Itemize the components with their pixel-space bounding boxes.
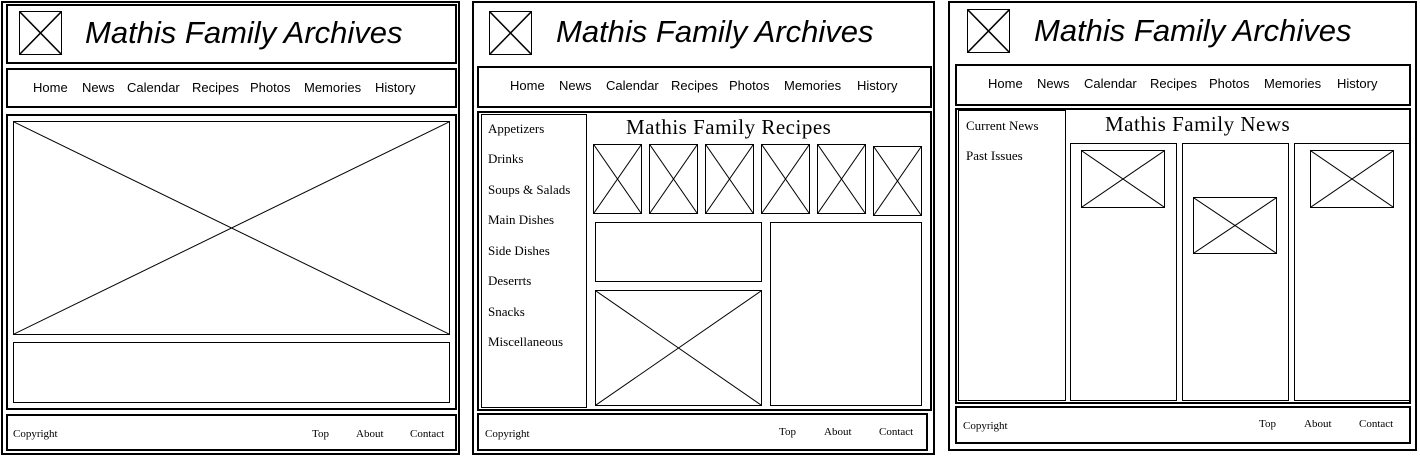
site-title: Mathis Family Archives [556,14,874,49]
nav-photos[interactable]: Photos [1209,76,1250,91]
recipe-thumbnail[interactable] [873,146,922,216]
nav-home[interactable]: Home [988,76,1023,91]
footer-about-link[interactable]: About [356,428,384,440]
recipe-thumbnail[interactable] [649,144,698,214]
nav-calendar[interactable]: Calendar [127,80,180,95]
nav-recipes[interactable]: Recipes [671,78,718,93]
recipes-heading: Mathis Family Recipes [626,115,832,139]
nav-news[interactable]: News [82,80,115,95]
recipe-thumbnail[interactable] [817,144,866,214]
news-sidebar [958,110,1066,401]
footer-top-link[interactable]: Top [312,428,329,440]
category-main-dishes[interactable]: Main Dishes [488,212,555,227]
recipes-main [477,111,932,411]
category-side-dishes[interactable]: Side Dishes [488,243,550,258]
nav-history[interactable]: History [1337,76,1378,91]
recipe-thumbnail[interactable] [593,144,642,214]
nav-bar [955,64,1411,106]
home-header [6,4,457,64]
category-soups-salads[interactable]: Soups & Salads [488,182,571,197]
nav-history[interactable]: History [375,80,416,95]
nav-calendar[interactable]: Calendar [1084,76,1137,91]
nav-recipes[interactable]: Recipes [192,80,239,95]
category-appetizers[interactable]: Appetizers [488,121,545,136]
nav-home[interactable]: Home [510,78,545,93]
nav-memories[interactable]: Memories [304,80,362,95]
recipe-thumbnail[interactable] [705,144,754,214]
home-wireframe [1,1,460,455]
news-image-placeholder[interactable] [1081,150,1165,208]
category-snacks[interactable]: Snacks [488,304,525,319]
footer-contact-link[interactable]: Contact [1359,418,1394,430]
category-desserts[interactable]: Deserrts [488,273,532,288]
news-column [1182,143,1289,401]
nav-memories[interactable]: Memories [784,78,842,93]
nav-bar [6,68,457,108]
news-image-placeholder[interactable] [1193,197,1277,254]
footer-top-link[interactable]: Top [779,426,796,438]
logo-placeholder[interactable] [489,11,532,55]
news-column [1070,143,1177,401]
footer-top-link[interactable]: Top [1259,418,1276,430]
site-title: Mathis Family Archives [85,15,403,50]
nav-news[interactable]: News [1037,76,1070,91]
footer-about-link[interactable]: About [1304,418,1332,430]
category-drinks[interactable]: Drinks [488,151,524,166]
hero-image-placeholder[interactable] [13,121,450,335]
home-main [6,114,457,410]
nav-news[interactable]: News [559,78,592,93]
nav-recipes[interactable]: Recipes [1150,76,1197,91]
recipe-category-sidebar [481,114,587,408]
footer-contact-link[interactable]: Contact [879,426,914,438]
home-footer [6,414,457,451]
category-miscellaneous[interactable]: Miscellaneous [488,334,564,349]
nav-memories[interactable]: Memories [1264,76,1322,91]
home-content-box [13,342,450,403]
nav-bar [477,66,932,108]
recipe-detail-panel [770,222,922,406]
logo-placeholder[interactable] [19,11,62,55]
nav-photos[interactable]: Photos [729,78,770,93]
logo-placeholder[interactable] [967,9,1010,53]
footer-about-link[interactable]: About [824,426,852,438]
recipe-image-placeholder[interactable] [595,290,762,406]
news-footer [955,406,1411,444]
nav-home[interactable]: Home [33,80,68,95]
nav-history[interactable]: History [857,78,898,93]
recipes-wireframe [472,1,935,455]
news-column [1294,143,1410,401]
recipe-thumbnail[interactable] [761,144,810,214]
news-main [955,108,1411,404]
recipe-text-box [595,222,762,282]
footer-contact-link[interactable]: Contact [410,428,445,440]
news-image-placeholder[interactable] [1310,150,1394,208]
footer-copyright: Copyright [13,428,58,440]
news-heading: Mathis Family News [1105,112,1291,136]
sidebar-current-news[interactable]: Current News [966,118,1039,133]
footer-copyright: Copyright [963,420,1008,432]
recipes-footer [477,413,928,451]
nav-calendar[interactable]: Calendar [606,78,659,93]
news-wireframe [948,1,1417,451]
footer-copyright: Copyright [485,428,530,440]
sidebar-past-issues[interactable]: Past Issues [966,148,1023,163]
nav-photos[interactable]: Photos [250,80,291,95]
site-title: Mathis Family Archives [1034,13,1352,48]
